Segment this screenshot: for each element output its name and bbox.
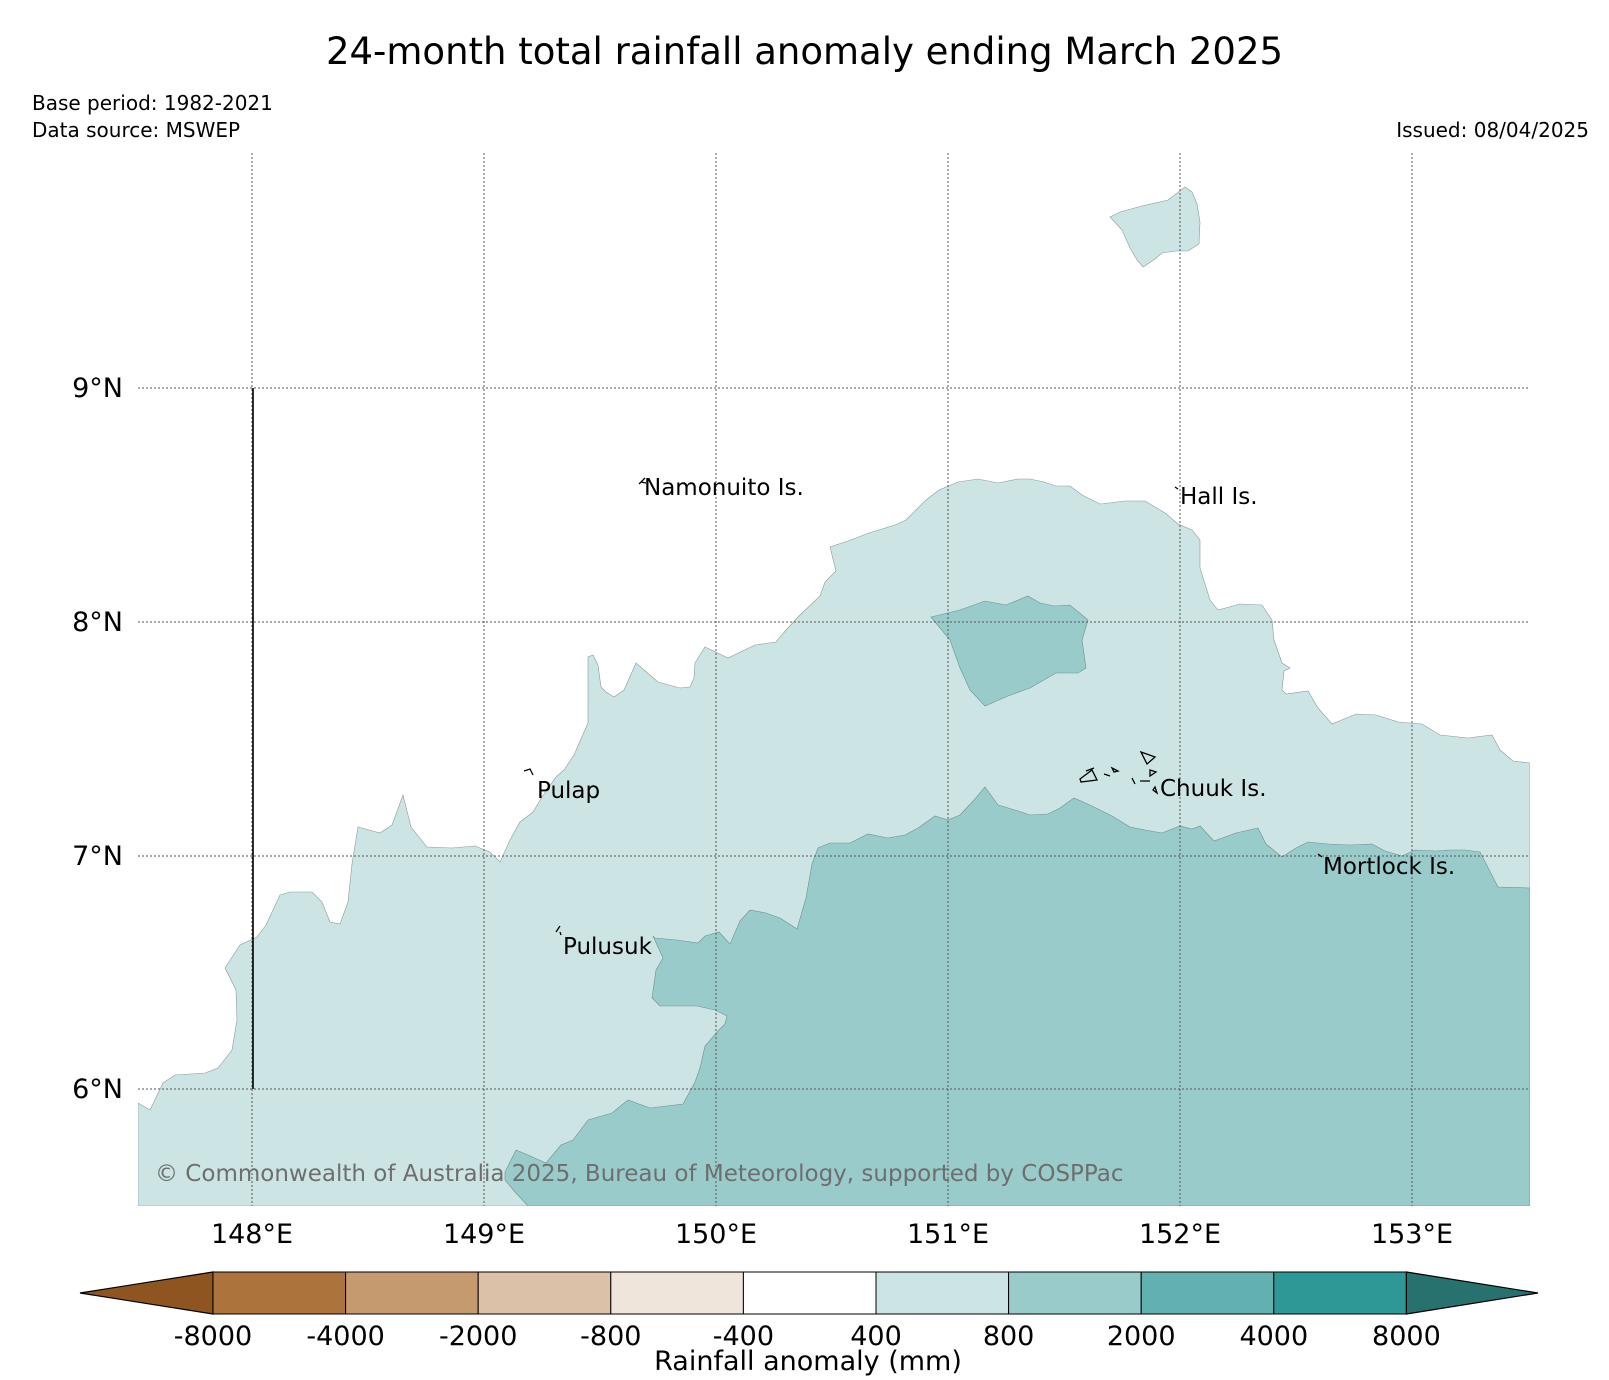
mortlock-islands (1317, 853, 1323, 858)
lat-label-7: 7°N (72, 841, 123, 872)
colorbar-tick-label: 4000 (1239, 1321, 1308, 1352)
lon-label-153: 153°E (1371, 1219, 1453, 1250)
longitude-labels: 148°E 149°E 150°E 151°E 152°E 153°E (211, 1219, 1453, 1250)
map-metadata: Base period: 1982-2021 Data source: MSWE… (32, 90, 273, 144)
lon-label-150: 150°E (675, 1219, 757, 1250)
colorbar-bin (610, 1271, 744, 1315)
colorbar-tick-label: 8000 (1372, 1321, 1441, 1352)
colorbar-tick-label: -2000 (439, 1321, 517, 1352)
colorbar-tick-label: -800 (580, 1321, 641, 1352)
namonuito-islands (638, 477, 647, 485)
label-namonuito: Namonuito Is. (644, 475, 804, 501)
label-pulusuk: Pulusuk (563, 934, 653, 960)
colorbar-tick-label: 2000 (1107, 1321, 1176, 1352)
map-title: 24-month total rainfall anomaly ending M… (325, 30, 1284, 73)
lon-label-152: 152°E (1139, 1219, 1221, 1250)
colorbar-bin (1273, 1271, 1407, 1315)
colorbar-bin (1008, 1271, 1142, 1315)
latitude-labels: 9°N 8°N 7°N 6°N (72, 373, 123, 1105)
colorbar-tick-label: 800 (983, 1321, 1035, 1352)
label-pulap: Pulap (537, 778, 600, 804)
anomaly-zone-800-2000-south (504, 786, 1530, 1206)
colorbar-bin (742, 1271, 877, 1315)
colorbar-extend-high (1405, 1271, 1539, 1315)
label-mortlock: Mortlock Is. (1323, 854, 1455, 880)
colorbar-bin (212, 1271, 347, 1315)
graticule (138, 153, 1530, 1206)
label-hall: Hall Is. (1180, 484, 1258, 510)
colorbar-bin (345, 1271, 479, 1315)
copyright-notice: © Commonwealth of Australia 2025, Bureau… (155, 1161, 1124, 1187)
lat-label-6: 6°N (72, 1074, 123, 1105)
lon-label-148: 148°E (211, 1219, 293, 1250)
pulusuk-island (555, 925, 562, 936)
data-source: Data source: MSWEP (32, 118, 241, 142)
issued-date: Issued: 08/04/2025 (1396, 118, 1589, 142)
colorbar-bin (477, 1271, 612, 1315)
colorbar-extend-low (79, 1271, 214, 1315)
hall-islands (1174, 486, 1179, 490)
lon-label-151: 151°E (907, 1219, 989, 1250)
colorbar-legend: -8000 -4000 -2000 -800 -400 400 800 2000 4000 800… (79, 1271, 1539, 1352)
pulap-islands (523, 768, 534, 776)
label-chuuk: Chuuk Is. (1160, 776, 1267, 802)
colorbar-tick-label: -400 (713, 1321, 774, 1352)
place-labels: Namonuito Is. Hall Is. Pulap Chuuk Is. P… (537, 475, 1455, 960)
colorbar-tick-label: -8000 (174, 1321, 252, 1352)
anomaly-zone-800-2000-north (930, 595, 1089, 707)
island-outlines (523, 477, 1323, 936)
lon-label-149: 149°E (443, 1219, 525, 1250)
base-period: Base period: 1982-2021 (32, 91, 273, 115)
anomaly-zone-north-island (1109, 186, 1201, 268)
colorbar-bin (875, 1271, 1010, 1315)
colorbar-title: Rainfall anomaly (mm) (654, 1346, 962, 1377)
chuuk-islands (1079, 750, 1159, 795)
map-panel (138, 186, 1530, 1206)
colorbar-bin (1140, 1271, 1275, 1315)
colorbar-tick-label: 400 (850, 1321, 902, 1352)
lat-label-8: 8°N (72, 607, 123, 638)
colorbar-tick-label: -4000 (306, 1321, 384, 1352)
lat-label-9: 9°N (72, 373, 123, 404)
